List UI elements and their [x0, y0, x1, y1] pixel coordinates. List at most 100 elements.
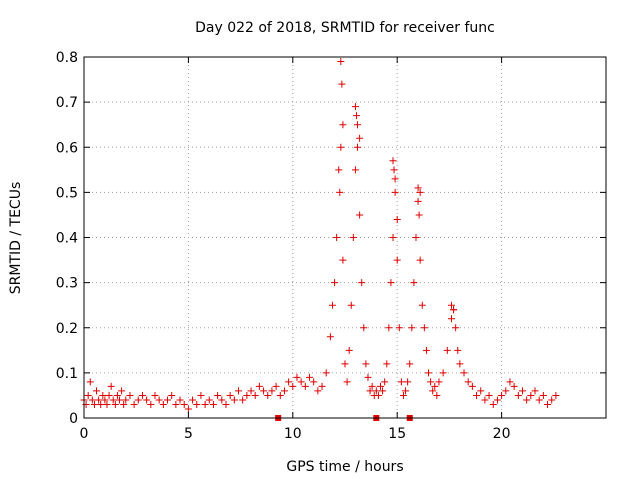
- data-point: [338, 80, 346, 88]
- data-point: [226, 391, 234, 399]
- data-point: [138, 391, 146, 399]
- data-point: [101, 396, 109, 404]
- x-tick-label: 10: [284, 426, 302, 442]
- data-point: [84, 391, 92, 399]
- data-point: [518, 387, 526, 395]
- y-tick-label: 0.4: [56, 231, 78, 247]
- data-point: [341, 360, 349, 368]
- data-point: [122, 396, 130, 404]
- data-point: [264, 391, 272, 399]
- data-point: [268, 387, 276, 395]
- data-point: [130, 400, 138, 408]
- data-point: [366, 387, 374, 395]
- data-point: [209, 400, 217, 408]
- data-point: [90, 400, 98, 408]
- data-point: [189, 396, 197, 404]
- data-point: [239, 396, 247, 404]
- data-point: [389, 234, 397, 241]
- x-tick-label: 5: [184, 426, 193, 442]
- data-point: [337, 143, 345, 151]
- data-point: [514, 391, 522, 399]
- data-point: [255, 382, 263, 390]
- data-point: [335, 166, 343, 174]
- data-point: [337, 58, 345, 66]
- data-point: [402, 387, 410, 395]
- data-point: [297, 378, 305, 386]
- data-point: [360, 324, 368, 332]
- data-point: [506, 378, 514, 386]
- data-point: [118, 387, 126, 395]
- data-point: [247, 387, 255, 395]
- data-point: [390, 166, 398, 174]
- data-point: [280, 387, 288, 395]
- data-point: [481, 396, 489, 404]
- data-point: [395, 324, 403, 332]
- data-point: [493, 396, 501, 404]
- data-point: [414, 184, 422, 192]
- data-point: [354, 121, 362, 129]
- y-tick-label: 0.1: [56, 366, 78, 382]
- data-point: [193, 400, 201, 408]
- data-point: [339, 256, 347, 264]
- data-point: [362, 360, 370, 368]
- data-point: [429, 387, 437, 395]
- data-point: [339, 121, 347, 129]
- data-point: [358, 279, 366, 287]
- data-point: [164, 396, 172, 404]
- data-point: [197, 391, 205, 399]
- data-point: [422, 346, 430, 354]
- data-point: [460, 369, 468, 377]
- y-tick-label: 0: [69, 411, 78, 427]
- data-point: [399, 391, 407, 399]
- data-point: [301, 382, 309, 390]
- data-point: [251, 391, 259, 399]
- data-point: [272, 382, 280, 390]
- data-point: [464, 378, 472, 386]
- data-point: [352, 112, 360, 120]
- data-point: [544, 400, 552, 408]
- data-point: [389, 157, 397, 165]
- data-point: [260, 387, 268, 395]
- data-point: [103, 400, 111, 408]
- data-point: [333, 234, 341, 241]
- data-point: [364, 373, 372, 381]
- data-point: [314, 387, 322, 395]
- data-point: [502, 387, 510, 395]
- chart-title: Day 022 of 2018, SRMTID for receiver fun…: [195, 20, 495, 36]
- data-point: [120, 400, 128, 408]
- data-point: [107, 382, 115, 390]
- data-point: [134, 396, 142, 404]
- data-point: [176, 396, 184, 404]
- data-point: [416, 256, 424, 264]
- y-axis-label: SRMTID / TECUs: [8, 182, 24, 295]
- data-point: [151, 391, 159, 399]
- data-point: [285, 378, 293, 386]
- data-point: [205, 396, 213, 404]
- data-point: [230, 396, 238, 404]
- data-point: [180, 400, 188, 408]
- data-points: [80, 58, 560, 421]
- data-point: [552, 391, 560, 399]
- data-point: [376, 382, 384, 390]
- data-point: [155, 396, 163, 404]
- y-tick-label: 0.2: [56, 321, 78, 337]
- x-axis-label: GPS time / hours: [286, 459, 403, 475]
- data-point: [408, 324, 416, 332]
- data-point: [306, 373, 314, 381]
- data-point: [368, 382, 376, 390]
- y-tick-label: 0.5: [56, 185, 78, 201]
- data-point: [147, 400, 155, 408]
- data-point: [447, 301, 455, 309]
- data-point: [404, 378, 412, 386]
- data-point: [450, 306, 458, 314]
- data-point: [393, 256, 401, 264]
- data-point: [218, 396, 226, 404]
- x-tick-label: 0: [80, 426, 89, 442]
- data-point: [115, 396, 123, 404]
- data-point: [397, 378, 405, 386]
- data-point: [356, 211, 364, 219]
- data-point: [322, 369, 330, 377]
- x-tick-label: 15: [388, 426, 406, 442]
- y-tick-label: 0.3: [56, 276, 78, 292]
- data-point: [222, 400, 230, 408]
